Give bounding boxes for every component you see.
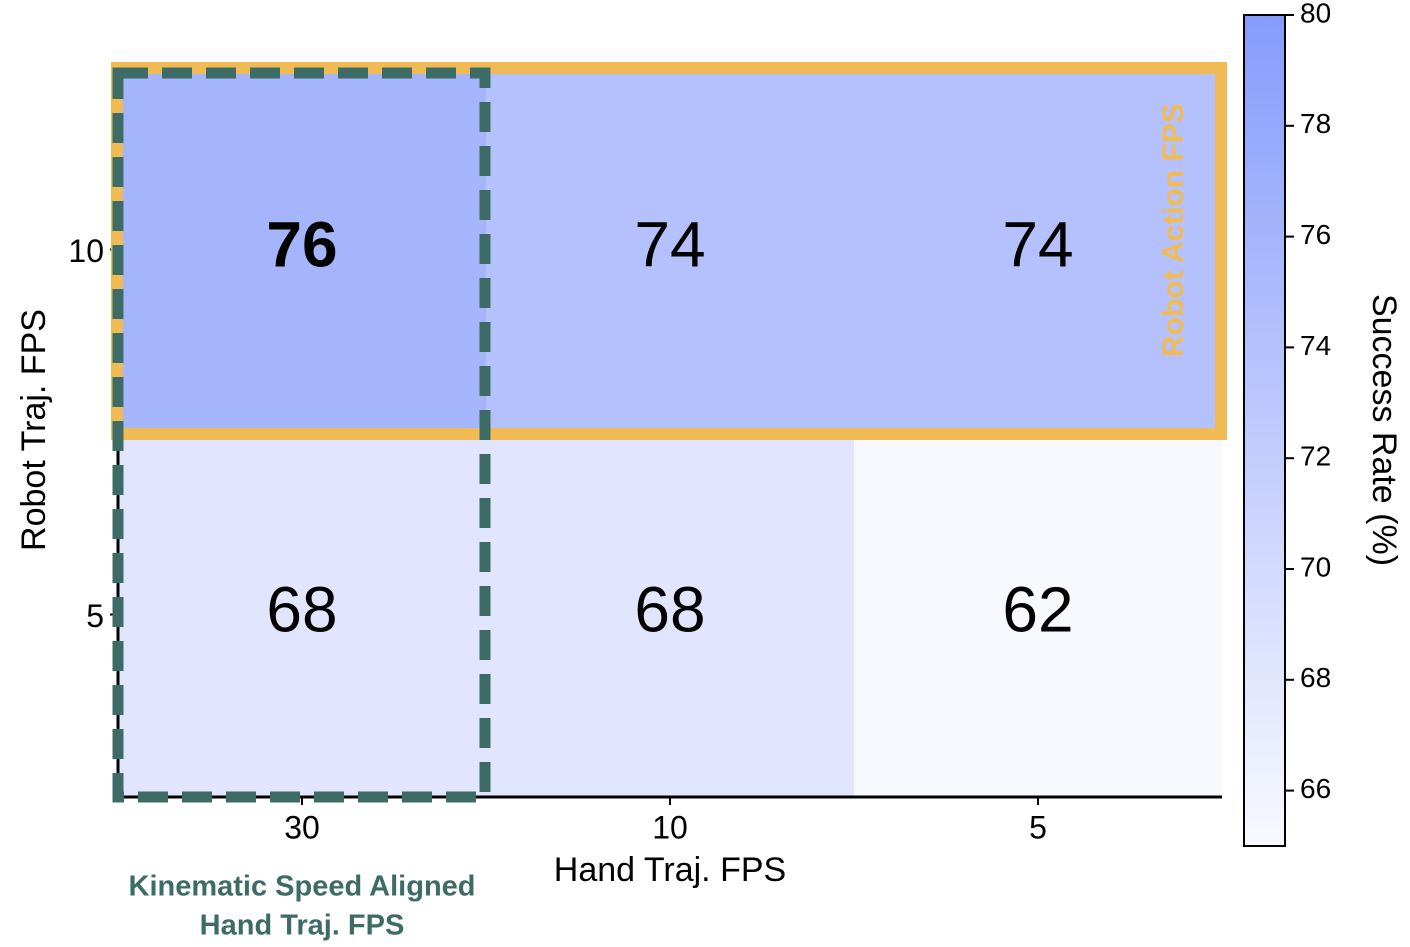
x-tick-label: 5 — [1029, 809, 1047, 845]
heatmap-cell — [486, 432, 854, 797]
column-highlight-label: Hand Traj. FPS — [200, 910, 405, 942]
y-tick-label: 5 — [86, 598, 104, 634]
column-highlight — [112, 67, 491, 803]
colorbar-tick-label: 66 — [1300, 773, 1331, 804]
cell-value: 74 — [634, 208, 705, 280]
colorbar-tick-label: 68 — [1300, 662, 1331, 693]
heatmap-cell — [486, 67, 854, 432]
colorbar-label: Success Rate (%) — [1365, 294, 1403, 566]
colorbar — [1243, 14, 1286, 847]
x-tick-label: 30 — [284, 809, 320, 845]
y-axis-label: Robot Traj. FPS — [15, 309, 53, 551]
colorbar-tick-label: 74 — [1300, 330, 1331, 361]
colorbar-tick-label: 78 — [1300, 108, 1331, 139]
heatmap-cell — [854, 67, 1222, 432]
colorbar-tick-label: 80 — [1300, 0, 1331, 28]
x-axis-label: Hand Traj. FPS — [554, 851, 786, 889]
heatmap-cell — [854, 432, 1222, 797]
cell-value: 68 — [634, 573, 705, 645]
cell-value: 74 — [1002, 208, 1073, 280]
colorbar-tick-label: 72 — [1300, 441, 1331, 472]
y-tick-label: 10 — [68, 233, 104, 269]
heatmap-cell — [118, 67, 486, 432]
colorbar-tick-label: 76 — [1300, 219, 1331, 250]
x-tick-label: 10 — [652, 809, 688, 845]
cell-value: 68 — [266, 573, 337, 645]
row-highlight-label: Robot Action FPS — [1157, 103, 1190, 357]
cell-value: 62 — [1002, 573, 1073, 645]
heatmap-cell — [118, 432, 486, 797]
cell-value: 76 — [266, 208, 337, 280]
colorbar-tick-label: 70 — [1300, 551, 1331, 582]
column-highlight-label: Kinematic Speed Aligned — [129, 871, 476, 903]
